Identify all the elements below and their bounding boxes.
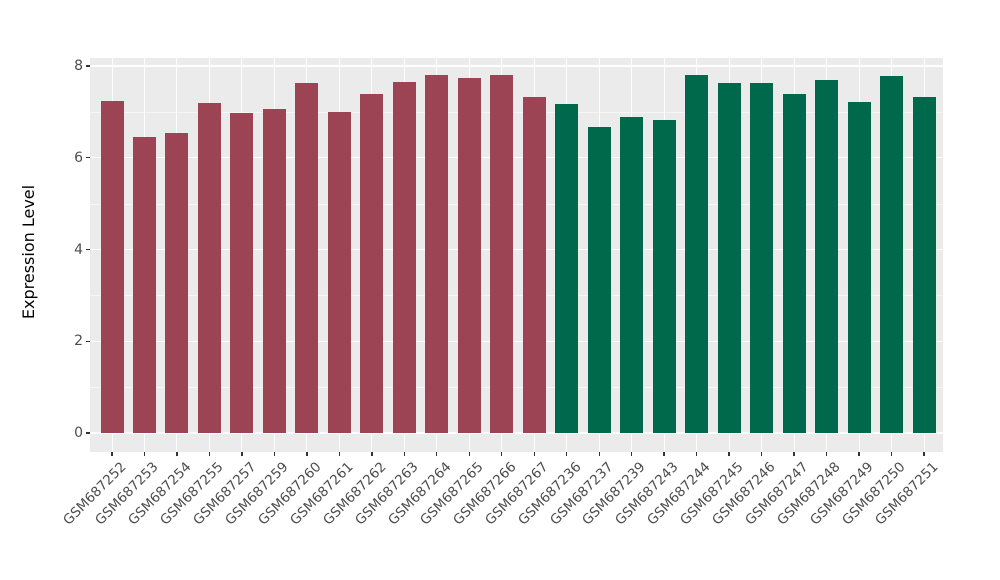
bar — [880, 76, 904, 433]
x-tick-mark — [533, 452, 535, 456]
bar — [262, 108, 286, 433]
bar — [847, 101, 871, 433]
x-tick-mark — [338, 452, 341, 456]
gridline-minor-horizontal — [90, 203, 943, 205]
y-tick-mark — [86, 248, 90, 251]
bar — [197, 102, 221, 433]
x-tick-mark — [273, 452, 276, 456]
gridline-minor-horizontal — [90, 387, 943, 389]
y-tick-mark — [86, 340, 90, 342]
x-tick-mark — [663, 452, 665, 456]
y-tick-label: 2 — [74, 333, 83, 350]
x-tick-mark — [566, 452, 568, 456]
x-tick-mark — [695, 452, 698, 456]
bar — [912, 96, 936, 433]
bar — [555, 103, 579, 433]
bar — [100, 100, 124, 433]
bar — [782, 94, 806, 433]
bar — [587, 127, 611, 433]
x-tick-mark — [858, 452, 860, 456]
x-tick-mark — [371, 452, 373, 456]
y-axis-title: Expression Level — [19, 184, 38, 320]
x-tick-mark — [598, 452, 600, 456]
x-tick-mark — [468, 452, 470, 456]
x-tick-mark — [793, 452, 795, 456]
gridline-major-horizontal — [90, 65, 943, 67]
bar — [815, 80, 839, 433]
x-tick-mark — [501, 452, 503, 456]
bar — [685, 74, 709, 433]
x-tick-mark — [306, 452, 308, 456]
x-tick-mark — [760, 452, 763, 456]
y-tick-mark — [86, 65, 90, 67]
bar — [295, 82, 319, 433]
bar — [230, 113, 254, 433]
x-tick-mark — [403, 452, 405, 456]
y-tick-label: 6 — [74, 149, 83, 166]
x-tick-mark — [241, 452, 243, 456]
bar — [457, 78, 481, 433]
bar — [652, 119, 676, 433]
gridline-major-horizontal — [90, 432, 943, 434]
gridline-major-horizontal — [90, 248, 943, 251]
bar — [750, 82, 774, 433]
bar — [620, 116, 644, 433]
y-tick-mark — [86, 432, 90, 434]
y-tick-label: 8 — [74, 58, 83, 74]
bar — [132, 137, 156, 433]
bar — [717, 82, 741, 433]
y-tick-mark — [86, 157, 90, 159]
x-tick-mark — [436, 452, 438, 456]
y-tick-label: 0 — [74, 425, 83, 441]
bar — [490, 74, 514, 433]
bar — [360, 93, 384, 433]
x-tick-mark — [728, 452, 730, 456]
x-tick-mark — [630, 452, 633, 456]
gridline-minor-horizontal — [90, 295, 943, 297]
plot-panel — [90, 58, 943, 452]
bar — [425, 75, 449, 433]
x-tick-mark — [208, 452, 211, 456]
x-tick-mark — [111, 452, 113, 456]
bar — [392, 81, 416, 433]
y-tick-label: 4 — [74, 241, 83, 258]
bar — [522, 96, 546, 433]
bar — [327, 112, 351, 433]
gridline-minor-horizontal — [90, 111, 943, 113]
bar — [165, 132, 189, 433]
gridline-major-horizontal — [90, 340, 943, 342]
x-tick-mark — [890, 452, 893, 456]
x-tick-mark — [176, 452, 178, 456]
gridline-major-horizontal — [90, 157, 943, 159]
x-tick-mark — [923, 452, 925, 456]
x-tick-mark — [143, 452, 146, 456]
x-tick-mark — [825, 452, 828, 456]
